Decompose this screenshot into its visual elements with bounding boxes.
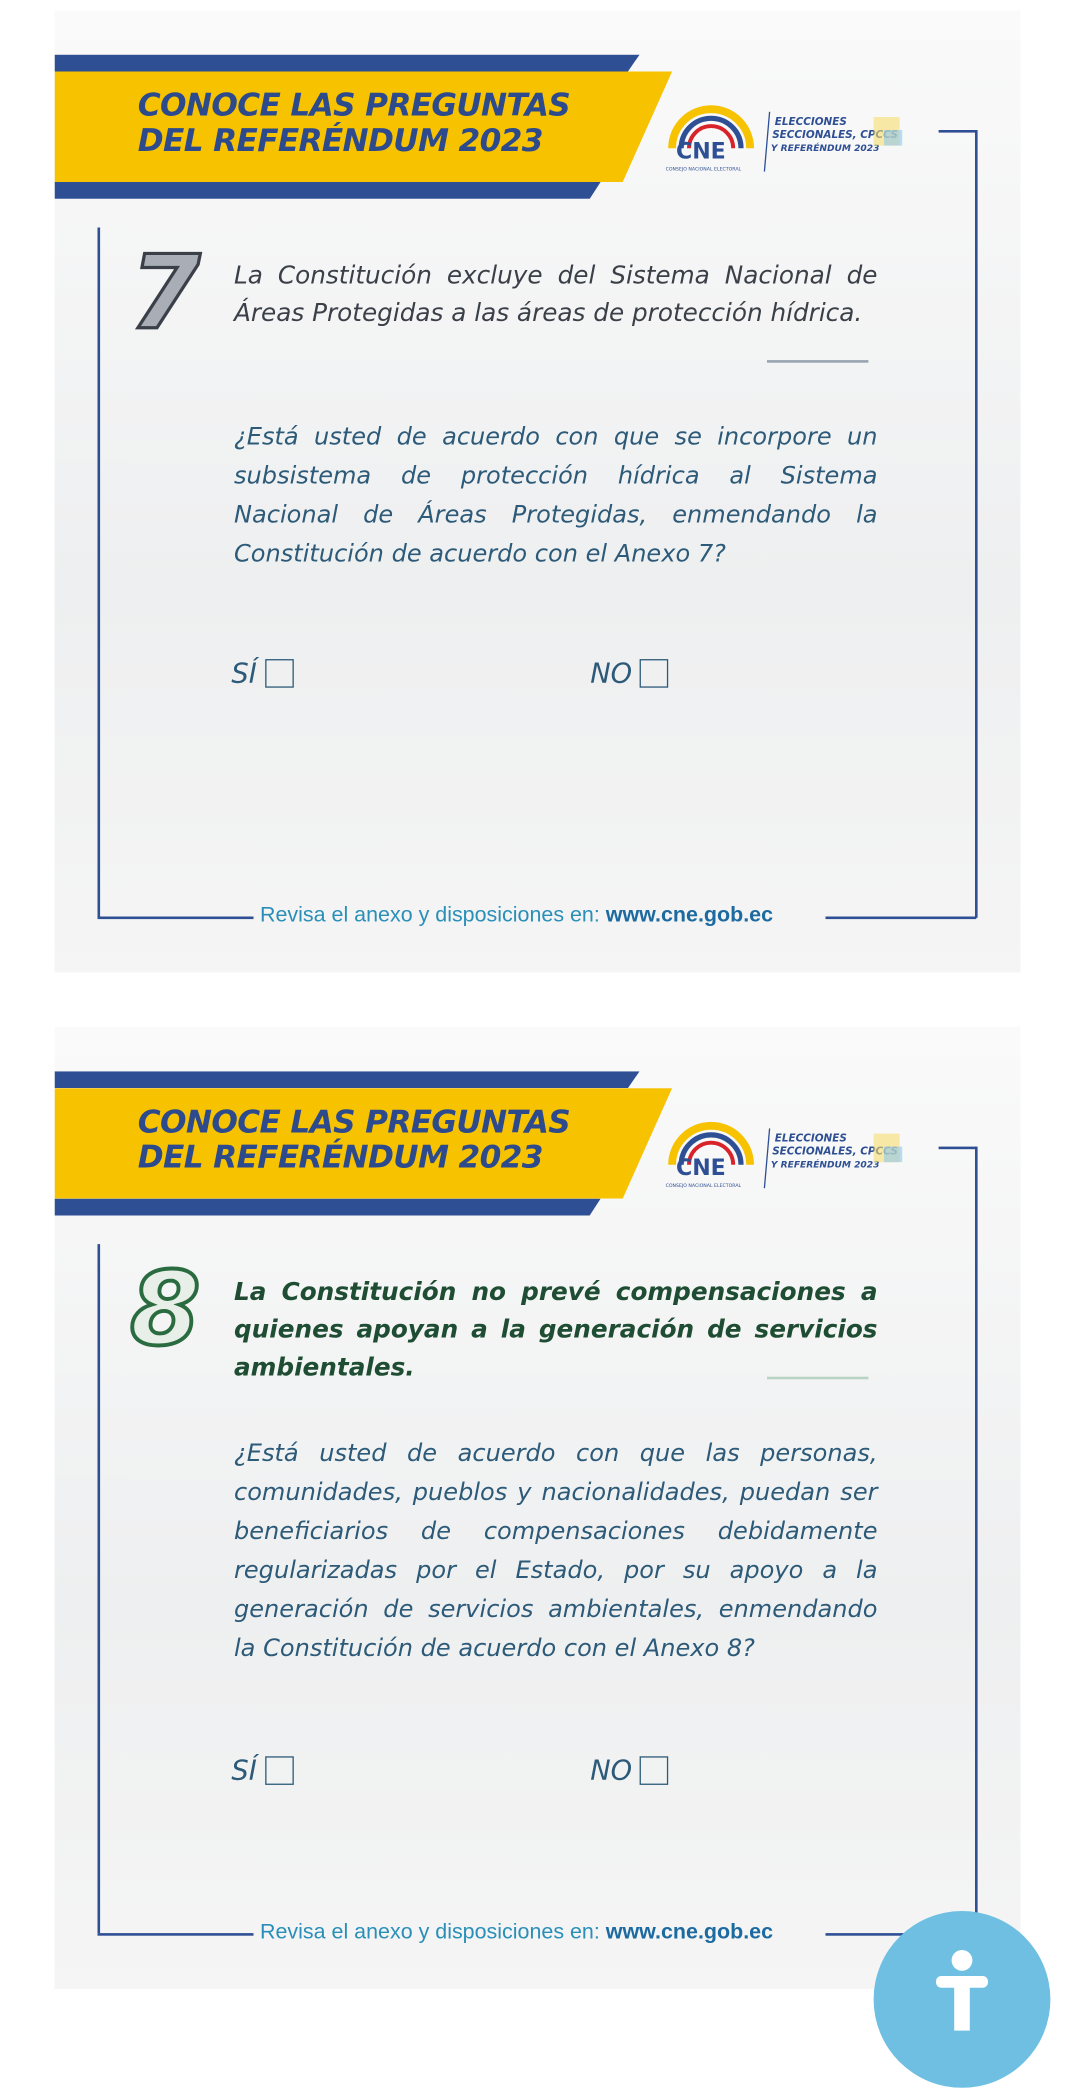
event-line3: Y REFERÉNDUM 2023	[771, 142, 880, 154]
no-checkbox	[639, 659, 669, 688]
no-checkbox	[639, 1756, 669, 1785]
question-statement: La Constitución no prevé compensaciones …	[233, 1277, 878, 1382]
footer-text: Revisa el anexo y disposiciones en:	[260, 903, 606, 927]
option-yes: SÍ	[231, 1754, 294, 1787]
header-yellow-banner	[54, 71, 673, 182]
divider	[767, 360, 869, 363]
frame-line	[97, 227, 100, 917]
cne-logo: CNE CONSEJO NACIONAL ELECTORAL ELECCIONE…	[666, 105, 903, 172]
option-yes-label: SÍ	[231, 1754, 257, 1787]
header-blue-stripe	[54, 54, 640, 72]
option-no-label: NO	[590, 657, 633, 689]
divider	[767, 1376, 869, 1380]
footer-note: Revisa el anexo y disposiciones en: www.…	[260, 903, 773, 928]
event-line1: ELECCIONES	[775, 116, 847, 128]
frame-line	[97, 1933, 254, 1936]
frame-line	[938, 1146, 977, 1149]
header-yellow-banner	[54, 1088, 673, 1199]
yes-checkbox	[264, 659, 294, 688]
header-title: CONOCE LAS PREGUNTAS DEL REFERÉNDUM 2023	[137, 1103, 571, 1176]
accessibility-icon	[935, 1949, 988, 2031]
question-text: ¿Está usted de acuerdo con que las perso…	[233, 1440, 878, 1663]
option-yes: SÍ	[231, 657, 294, 689]
header-blue-stripe	[54, 1071, 640, 1089]
cne-logo-text: CNE	[676, 139, 726, 165]
frame-line	[938, 130, 977, 132]
frame-line	[97, 916, 254, 919]
question-text: ¿Está usted de acuerdo con que se incorp…	[233, 423, 878, 569]
header-title: CONOCE LAS PREGUNTAS DEL REFERÉNDUM 2023	[137, 87, 571, 159]
referendum-card-7: CONOCE LAS PREGUNTAS DEL REFERÉNDUM 2023…	[54, 10, 1021, 973]
referendum-card-8: CONOCE LAS PREGUNTAS DEL REFERÉNDUM 2023…	[54, 1027, 1021, 1989]
event-line2: SECCIONALES, CPCCS	[772, 1145, 898, 1157]
option-yes-label: SÍ	[231, 657, 257, 689]
frame-line	[97, 1244, 100, 1934]
footer-url: www.cne.gob.ec	[605, 1920, 774, 1944]
header-title-line1: CONOCE LAS PREGUNTAS	[137, 1103, 571, 1141]
event-line3: Y REFERÉNDUM 2023	[771, 1158, 880, 1170]
footer-text: Revisa el anexo y disposiciones en:	[260, 1920, 606, 1944]
header-title-line1: CONOCE LAS PREGUNTAS	[137, 87, 571, 124]
frame-line	[974, 130, 977, 918]
option-no: NO	[590, 1754, 669, 1787]
cne-logo-subtitle: CONSEJO NACIONAL ELECTORAL	[666, 1183, 742, 1189]
footer-url: www.cne.gob.ec	[605, 903, 774, 927]
footer-note: Revisa el anexo y disposiciones en: www.…	[260, 1920, 773, 1945]
accessibility-button[interactable]	[873, 1910, 1051, 2088]
yes-checkbox	[264, 1756, 294, 1785]
option-no-label: NO	[590, 1754, 633, 1787]
question-statement: La Constitución excluye del Sistema Naci…	[233, 261, 878, 328]
frame-line	[974, 1146, 977, 1935]
header-title-line2: DEL REFERÉNDUM 2023	[137, 1138, 544, 1176]
cne-logo-subtitle: CONSEJO NACIONAL ELECTORAL	[666, 166, 742, 172]
cne-logo-text: CNE	[676, 1155, 726, 1181]
question-number: 8	[128, 1251, 202, 1369]
header-blue-stripe-bottom	[54, 1198, 601, 1216]
header-blue-stripe-bottom	[54, 182, 601, 199]
header-title-line2: DEL REFERÉNDUM 2023	[137, 122, 544, 159]
event-line1: ELECCIONES	[775, 1132, 847, 1144]
frame-line	[825, 916, 977, 919]
cne-logo: CNE CONSEJO NACIONAL ELECTORAL ELECCIONE…	[666, 1121, 903, 1189]
question-number: 7	[128, 235, 202, 353]
option-no: NO	[590, 657, 669, 689]
event-line2: SECCIONALES, CPCCS	[772, 129, 898, 141]
